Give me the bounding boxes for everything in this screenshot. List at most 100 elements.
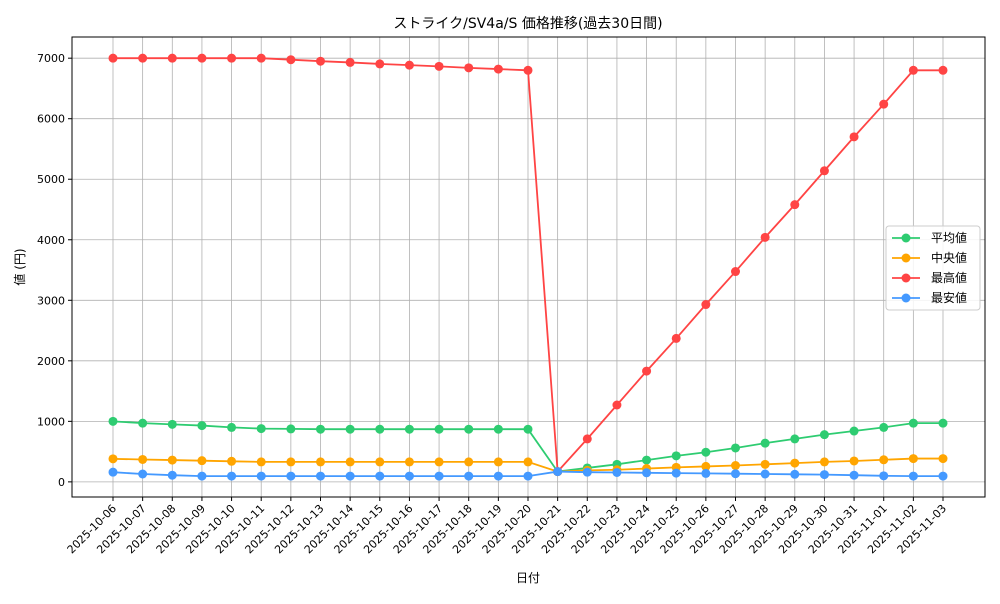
data-point xyxy=(523,471,533,481)
data-point xyxy=(138,454,148,464)
legend-label: 中央値 xyxy=(931,250,967,265)
data-point xyxy=(938,471,948,481)
legend-label: 最安値 xyxy=(931,290,967,305)
data-point xyxy=(671,451,681,461)
data-point xyxy=(464,424,474,434)
y-tick-label: 6000 xyxy=(37,113,65,126)
data-point xyxy=(197,456,207,466)
data-point xyxy=(256,457,266,467)
data-point xyxy=(790,434,800,444)
data-point xyxy=(375,59,385,69)
series-2 xyxy=(108,53,948,477)
data-point xyxy=(701,447,711,457)
data-point xyxy=(701,468,711,478)
data-point xyxy=(790,469,800,479)
data-point xyxy=(760,469,770,479)
data-point xyxy=(612,400,622,410)
data-point xyxy=(582,434,592,444)
data-point xyxy=(286,471,296,481)
data-point xyxy=(345,424,355,434)
data-point xyxy=(760,459,770,469)
legend-box xyxy=(885,225,981,311)
data-point xyxy=(138,53,148,63)
data-point xyxy=(167,419,177,429)
data-point xyxy=(493,424,503,434)
data-point xyxy=(108,467,118,477)
legend-marker xyxy=(901,293,911,303)
data-point xyxy=(404,424,414,434)
data-point xyxy=(908,418,918,428)
data-point xyxy=(671,468,681,478)
legend-marker xyxy=(901,233,911,243)
data-point xyxy=(197,471,207,481)
series-1 xyxy=(108,454,948,477)
data-point xyxy=(908,471,918,481)
data-point xyxy=(108,454,118,464)
y-tick-label: 1000 xyxy=(37,415,65,428)
data-point xyxy=(493,457,503,467)
y-tick-label: 2000 xyxy=(37,355,65,368)
data-point xyxy=(671,333,681,343)
data-point xyxy=(790,458,800,468)
data-point xyxy=(731,443,740,453)
data-point xyxy=(167,53,177,63)
data-point xyxy=(849,456,859,466)
data-point xyxy=(464,457,474,467)
y-tick-label: 7000 xyxy=(37,52,65,65)
data-point xyxy=(819,166,829,176)
data-point xyxy=(523,457,533,467)
legend-label: 平均値 xyxy=(931,230,967,245)
data-point xyxy=(642,468,652,478)
data-point xyxy=(879,422,889,432)
data-point xyxy=(938,418,948,428)
y-tick-label: 3000 xyxy=(37,294,65,307)
data-point xyxy=(256,471,266,481)
ticks: 2025-10-062025-10-072025-10-082025-10-09… xyxy=(37,52,949,556)
data-point xyxy=(316,471,325,481)
data-point xyxy=(345,57,355,67)
data-point xyxy=(316,56,325,66)
data-point xyxy=(197,53,207,63)
data-point xyxy=(167,455,177,465)
data-point xyxy=(404,457,414,467)
data-point xyxy=(286,424,296,434)
data-point xyxy=(938,65,948,75)
series-0 xyxy=(108,416,948,477)
data-point xyxy=(167,470,177,480)
data-point xyxy=(819,457,829,467)
data-point xyxy=(256,424,266,434)
data-point xyxy=(642,455,652,465)
data-point xyxy=(404,60,414,70)
data-point xyxy=(701,461,711,471)
data-point xyxy=(849,426,859,436)
data-point xyxy=(434,61,444,71)
data-point xyxy=(316,457,325,467)
legend-marker xyxy=(901,253,911,263)
data-point xyxy=(582,467,592,477)
data-point xyxy=(434,424,444,434)
data-point xyxy=(434,471,444,481)
data-point xyxy=(375,424,385,434)
data-point xyxy=(434,457,444,467)
series-layer xyxy=(108,53,948,481)
y-tick-label: 4000 xyxy=(37,234,65,247)
series-3 xyxy=(108,467,948,481)
y-axis-label: 値 (円) xyxy=(12,248,27,285)
data-point xyxy=(908,454,918,464)
data-point xyxy=(286,457,296,467)
data-point xyxy=(345,457,355,467)
data-point xyxy=(375,471,385,481)
data-point xyxy=(108,416,118,426)
data-point xyxy=(286,55,296,65)
data-point xyxy=(612,467,622,477)
chart-title: ストライク/SV4a/S 価格推移(過去30日間) xyxy=(393,16,662,32)
data-point xyxy=(108,53,118,63)
legend-label: 最高値 xyxy=(931,270,967,285)
data-point xyxy=(819,430,829,440)
data-point xyxy=(938,454,948,464)
data-point xyxy=(523,65,533,75)
data-point xyxy=(849,132,859,142)
data-point xyxy=(701,300,711,310)
data-point xyxy=(523,424,533,434)
